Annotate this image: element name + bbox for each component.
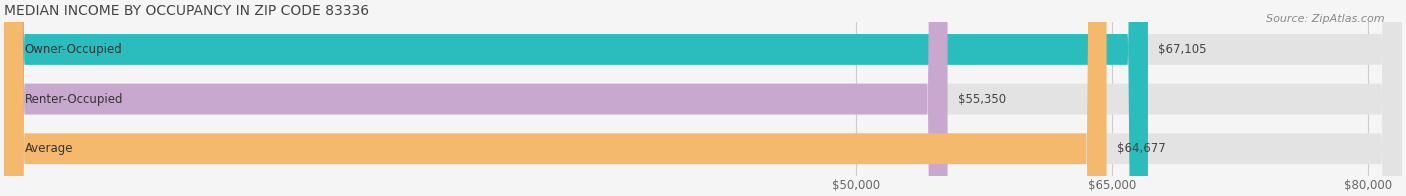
FancyBboxPatch shape [4, 0, 1147, 196]
Text: MEDIAN INCOME BY OCCUPANCY IN ZIP CODE 83336: MEDIAN INCOME BY OCCUPANCY IN ZIP CODE 8… [4, 4, 370, 18]
FancyBboxPatch shape [4, 0, 1402, 196]
FancyBboxPatch shape [4, 0, 1107, 196]
FancyBboxPatch shape [4, 0, 1402, 196]
Text: $64,677: $64,677 [1116, 142, 1166, 155]
Text: Source: ZipAtlas.com: Source: ZipAtlas.com [1267, 14, 1385, 24]
FancyBboxPatch shape [4, 0, 948, 196]
Text: Renter-Occupied: Renter-Occupied [25, 93, 124, 106]
Text: Owner-Occupied: Owner-Occupied [25, 43, 122, 56]
Text: $55,350: $55,350 [957, 93, 1005, 106]
Text: $67,105: $67,105 [1159, 43, 1206, 56]
FancyBboxPatch shape [4, 0, 1402, 196]
Text: Average: Average [25, 142, 73, 155]
